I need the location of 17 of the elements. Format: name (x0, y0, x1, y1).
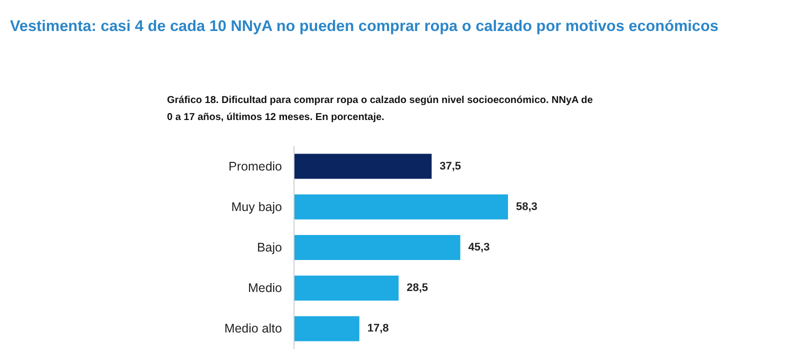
bar (294, 194, 508, 220)
bar (294, 154, 432, 179)
data-label: 37,5 (440, 160, 462, 172)
y-tick-label: Medio alto (224, 322, 282, 336)
data-label: 58,3 (516, 200, 538, 213)
data-label: 28,5 (406, 282, 428, 294)
bar (294, 276, 399, 301)
y-tick-label: Promedio (228, 159, 282, 174)
data-label: 45,3 (468, 242, 490, 254)
data-label: 17,8 (367, 322, 389, 335)
y-tick-label: Muy bajo (231, 200, 282, 214)
chart-subtitle: Gráfico 18. Dificultad para comprar ropa o calzado según nivel socioeconómico. NNyA de 0 a 17 años, últimos 12 meses. En porcentaje. (167, 95, 594, 123)
bar (294, 316, 360, 342)
bar (294, 235, 460, 260)
y-tick-label: Medio (248, 281, 282, 296)
y-tick-label: Bajo (256, 240, 282, 254)
chart-title: Vestimenta: casi 4 de cada 10 NNyA no pueden comprar ropa o calzado por motivos económicos (10, 18, 718, 35)
